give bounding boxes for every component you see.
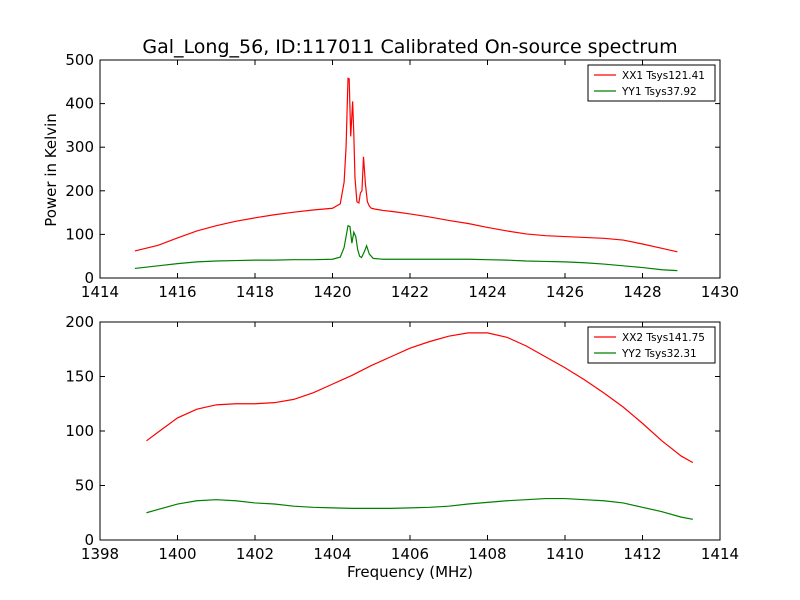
x-tick-label: 1426 [546, 283, 584, 301]
y-tick-label: 0 [84, 269, 94, 287]
x-tick-label: 1412 [623, 545, 661, 563]
x-tick-label: 1414 [701, 545, 739, 563]
x-tick-label: 1408 [468, 545, 506, 563]
y-tick-label: 100 [65, 422, 94, 440]
y-tick-label: 200 [65, 313, 94, 331]
x-tick-label: 1420 [313, 283, 351, 301]
legend-box [587, 326, 716, 364]
x-tick-label: 1410 [546, 545, 584, 563]
x-tick-label: 1402 [236, 545, 274, 563]
y-tick-label: 0 [84, 531, 94, 549]
legend-label: YY2 Tsys32.31 [621, 348, 697, 360]
y-tick-label: 500 [65, 51, 94, 69]
x-tick-label: 1400 [158, 545, 196, 563]
x-tick-label: 1414 [81, 283, 119, 301]
series-line-yy1 [134, 224, 678, 272]
y-tick-label: 200 [65, 182, 94, 200]
x-tick-label: 1398 [81, 545, 119, 563]
series-line-xx2 [146, 332, 694, 464]
legend: XX1 Tsys121.41 YY1 Tsys37.92 [587, 64, 716, 102]
x-tick-label: 1424 [468, 283, 506, 301]
x-axis-label: Frequency (MHz) [347, 563, 473, 581]
legend-label: XX2 Tsys141.75 [622, 332, 705, 344]
legend-box [587, 64, 716, 102]
series-line-xx1 [134, 77, 678, 253]
x-tick-label: 1430 [701, 283, 739, 301]
legend: XX2 Tsys141.75 YY2 Tsys32.31 [587, 326, 716, 364]
y-tick-label: 400 [65, 95, 94, 113]
y-tick-label: 300 [65, 138, 94, 156]
y-tick-label: 150 [65, 368, 94, 386]
y-tick-label: 50 [75, 477, 94, 495]
x-tick-label: 1418 [236, 283, 274, 301]
x-tick-label: 1416 [158, 283, 196, 301]
x-tick-label: 1422 [391, 283, 429, 301]
legend-label: YY1 Tsys37.92 [621, 86, 697, 98]
bottom-panel: 1398 1400 1402 1404 1406 1408 1410 1412 1414 0 50 1… [65, 313, 739, 563]
x-tick-label: 1404 [313, 545, 351, 563]
y-axis-label: Power in Kelvin [42, 113, 60, 227]
y-tick-label: 100 [65, 225, 94, 243]
legend-label: XX1 Tsys121.41 [622, 70, 705, 82]
top-panel: 1414 1416 1418 1420 1422 1424 1426 1428 1430 0 100… [65, 51, 739, 301]
series-line-yy2 [146, 497, 693, 520]
x-tick-label: 1428 [623, 283, 661, 301]
chart-title: Gal_Long_56, ID:117011 Calibrated On-sou… [142, 36, 677, 58]
x-tick-label: 1406 [391, 545, 429, 563]
